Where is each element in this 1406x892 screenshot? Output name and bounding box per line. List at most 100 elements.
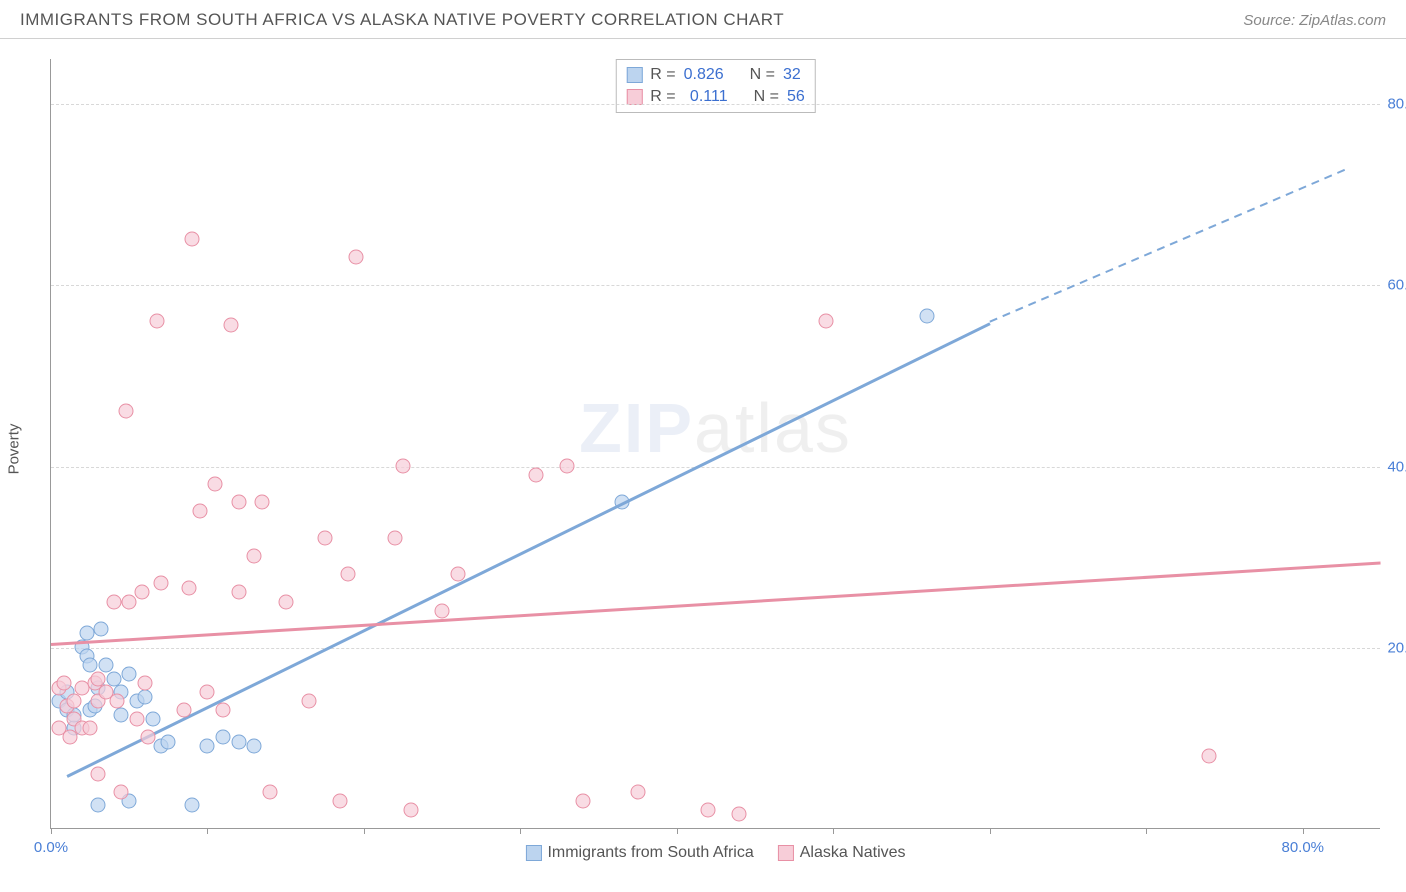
swatch-series-a <box>626 67 642 83</box>
x-tick <box>1146 828 1147 834</box>
data-point <box>109 694 124 709</box>
data-point <box>141 730 156 745</box>
data-point <box>94 621 109 636</box>
data-point <box>278 594 293 609</box>
data-point <box>302 694 317 709</box>
data-point <box>396 458 411 473</box>
x-tick <box>990 828 991 834</box>
gridline <box>51 648 1380 649</box>
data-point <box>317 531 332 546</box>
data-point <box>450 567 465 582</box>
data-point <box>161 734 176 749</box>
data-point <box>184 232 199 247</box>
x-tick <box>1303 828 1304 834</box>
data-point <box>403 802 418 817</box>
y-tick-label: 60.0% <box>1385 277 1406 294</box>
data-point <box>130 712 145 727</box>
x-tick <box>364 828 365 834</box>
data-point <box>333 793 348 808</box>
x-tick <box>833 828 834 834</box>
bottom-legend: Immigrants from South Africa Alaska Nati… <box>525 844 905 862</box>
gridline <box>51 467 1380 468</box>
data-point <box>145 712 160 727</box>
chart-container: Poverty ZIPatlas R = 0.826 N = 32 R = 0.… <box>0 39 1406 859</box>
data-point <box>181 580 196 595</box>
legend-item-b: Alaska Natives <box>778 844 906 862</box>
data-point <box>106 671 121 686</box>
r-value-a: 0.826 <box>684 66 724 84</box>
data-point <box>90 766 105 781</box>
data-point <box>818 313 833 328</box>
x-tick-label: 80.0% <box>1281 839 1324 856</box>
data-point <box>255 494 270 509</box>
data-point <box>137 676 152 691</box>
legend-label-b: Alaska Natives <box>800 844 906 862</box>
y-tick-label: 40.0% <box>1385 458 1406 475</box>
legend-item-a: Immigrants from South Africa <box>525 844 753 862</box>
data-point <box>137 689 152 704</box>
data-point <box>388 531 403 546</box>
data-point <box>114 784 129 799</box>
data-point <box>529 467 544 482</box>
r-label-a: R = <box>650 66 675 84</box>
data-point <box>184 798 199 813</box>
data-point <box>79 626 94 641</box>
data-point <box>106 594 121 609</box>
data-point <box>435 603 450 618</box>
data-point <box>231 494 246 509</box>
data-point <box>231 585 246 600</box>
data-point <box>208 476 223 491</box>
data-point <box>67 694 82 709</box>
trend-line-dashed <box>51 59 1381 829</box>
data-point <box>231 734 246 749</box>
data-point <box>150 313 165 328</box>
n-label-a: N = <box>750 66 775 84</box>
trend-line <box>51 562 1381 646</box>
data-point <box>83 721 98 736</box>
source-attribution: Source: ZipAtlas.com <box>1243 12 1386 29</box>
data-point <box>134 585 149 600</box>
legend-swatch-a <box>525 845 541 861</box>
data-point <box>341 567 356 582</box>
swatch-series-b <box>626 89 642 105</box>
data-point <box>630 784 645 799</box>
data-point <box>122 667 137 682</box>
legend-label-a: Immigrants from South Africa <box>547 844 753 862</box>
data-point <box>701 802 716 817</box>
data-point <box>90 798 105 813</box>
legend-swatch-b <box>778 845 794 861</box>
y-tick-label: 20.0% <box>1385 639 1406 656</box>
x-tick <box>520 828 521 834</box>
n-value-a: 32 <box>783 66 801 84</box>
x-tick-label: 0.0% <box>34 839 68 856</box>
chart-title: IMMIGRANTS FROM SOUTH AFRICA VS ALASKA N… <box>20 10 784 30</box>
y-tick-label: 80.0% <box>1385 96 1406 113</box>
data-point <box>920 309 935 324</box>
gridline <box>51 285 1380 286</box>
data-point <box>200 685 215 700</box>
x-tick <box>677 828 678 834</box>
x-tick <box>207 828 208 834</box>
data-point <box>177 703 192 718</box>
plot-area: ZIPatlas R = 0.826 N = 32 R = 0.111 N = … <box>50 59 1380 829</box>
data-point <box>576 793 591 808</box>
source-name: ZipAtlas.com <box>1299 12 1386 29</box>
data-point <box>263 784 278 799</box>
trend-line <box>66 322 990 777</box>
data-point <box>192 503 207 518</box>
data-point <box>90 671 105 686</box>
data-point <box>732 807 747 822</box>
watermark-main: ZIP <box>579 389 694 467</box>
source-prefix: Source: <box>1243 12 1299 29</box>
data-point <box>1201 748 1216 763</box>
data-point <box>153 576 168 591</box>
data-point <box>560 458 575 473</box>
data-point <box>216 730 231 745</box>
stats-row-series-a: R = 0.826 N = 32 <box>626 64 804 86</box>
data-point <box>223 318 238 333</box>
y-axis-label: Poverty <box>6 424 23 475</box>
data-point <box>349 250 364 265</box>
x-tick <box>51 828 52 834</box>
header-bar: IMMIGRANTS FROM SOUTH AFRICA VS ALASKA N… <box>0 0 1406 39</box>
data-point <box>247 739 262 754</box>
